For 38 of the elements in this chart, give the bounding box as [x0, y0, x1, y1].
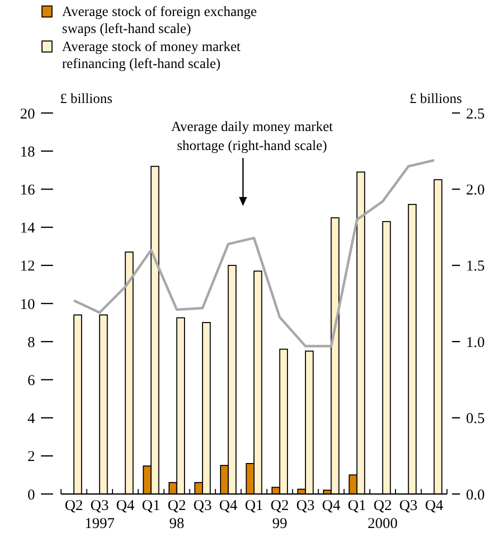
y-tick-label: 12 [20, 258, 35, 275]
y2-axis-title: £ billions [409, 92, 462, 107]
y2-tick-label: 1.0 [466, 334, 485, 351]
y-tick-label: 4 [28, 411, 36, 428]
x-tick-label: Q2 98 [168, 498, 186, 532]
x-tick-label: Q4 [219, 498, 238, 514]
x-tick-label: Q3 [399, 498, 418, 514]
x-tick-label: Q1 [244, 498, 264, 514]
annotation: Average daily money market shortage (right-hand scale) [171, 120, 334, 154]
line-series [72, 158, 436, 348]
legend-label: Average stock of money market refinancing (left-hand scale) [62, 40, 241, 72]
y2-tick-label: 1.5 [466, 258, 485, 275]
y-tick-label: 20 [20, 106, 35, 122]
x-tick-label: Q4 [322, 498, 341, 514]
y2-tick-label: 0.5 [466, 411, 485, 428]
y2-tick-label: 0.0 [466, 487, 485, 504]
y-tick-label: 8 [28, 334, 35, 351]
x-tick-label: Q3 [296, 498, 315, 514]
y-tick-label: 18 [20, 144, 35, 160]
x-tick-label: Q3 1997 [84, 498, 116, 532]
y2-tick-label: 2.0 [466, 182, 485, 198]
y-tick-label: 16 [20, 182, 36, 198]
legend-label: Average stock of foreign exchange swaps (left-hand scale) [62, 5, 257, 37]
y-tick-label: 14 [20, 220, 36, 237]
y-tick-label: 2 [28, 449, 35, 466]
x-tick-label: Q4 [116, 498, 135, 514]
x-tick-label: Q2 [64, 498, 84, 514]
x-tick-label: Q2 2000 [368, 498, 398, 532]
x-tick-label: Q1 [348, 498, 366, 514]
x-tick-label: Q4 [424, 498, 444, 514]
y-tick-label: 6 [28, 372, 36, 389]
x-tick-label: Q1 [142, 498, 160, 514]
x-tick-label: Q2 99 [270, 498, 289, 532]
y2-tick-label: 2.5 [466, 106, 485, 122]
x-tick-label: Q3 [193, 498, 212, 514]
y-tick-label: 0 [28, 487, 35, 504]
y-tick-label: 10 [20, 296, 35, 313]
y-axis-title: £ billions [60, 92, 113, 107]
